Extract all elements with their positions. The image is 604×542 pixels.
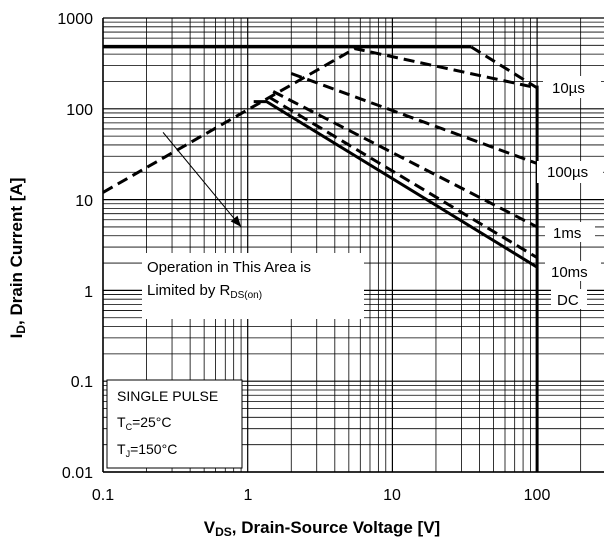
series-line-100s <box>290 72 538 165</box>
condition-tj: TJ=150°C <box>117 441 177 459</box>
y-tick-label: 0.01 <box>62 465 93 482</box>
rdson-annotation: Operation in This Area is Limited by RDS… <box>142 132 364 319</box>
annotation-line1: Operation in This Area is <box>147 259 311 276</box>
boundary-line-6 <box>470 45 538 90</box>
x-axis-title: VDS, Drain-Source Voltage [V] <box>204 518 440 539</box>
annotation-line2: Limited by RDS(on) <box>147 282 262 301</box>
y-tick-label: 0.1 <box>71 374 93 391</box>
series-line-10ms <box>268 95 538 259</box>
series-line-dc <box>253 100 538 269</box>
y-tick-label: 100 <box>66 102 93 119</box>
x-tick-label: 100 <box>524 487 551 504</box>
y-tick-label: 1 <box>84 284 93 301</box>
condition-single-pulse: SINGLE PULSE <box>117 388 218 404</box>
series-label-10ms: 10ms <box>551 264 588 281</box>
annotation-arrow <box>162 132 242 228</box>
annotation-arrowhead <box>230 215 242 227</box>
series-line-10s <box>102 47 538 194</box>
y-tick-label: 1000 <box>57 11 93 28</box>
plot-frame <box>102 18 604 473</box>
series-label-dc: DC <box>557 292 579 309</box>
x-tick-label: 1 <box>244 487 253 504</box>
x-tick-label: 10 <box>383 487 401 504</box>
series-label-1ms: 1ms <box>553 225 581 242</box>
test-conditions: SINGLE PULSE TC=25°C TJ=150°C <box>106 379 243 469</box>
y-tick-label: 10 <box>75 193 93 210</box>
series-label-100us: 100µs <box>547 164 588 181</box>
condition-tc: TC=25°C <box>117 414 172 432</box>
series-label-10us: 10µs <box>552 80 585 97</box>
x-tick-label: 0.1 <box>92 487 114 504</box>
grid-lines <box>102 17 604 473</box>
y-axis-title: ID, Drain Current [A] <box>7 178 28 339</box>
y-tick-labels: 1000 100 10 1 0.1 0.01 <box>57 11 93 482</box>
x-tick-labels: 0.1 1 10 100 <box>92 487 551 504</box>
series-layer <box>102 45 539 472</box>
series-labels: 10µs 100µs 1ms 10ms DC <box>537 76 603 309</box>
series-line-1ms <box>272 90 538 229</box>
